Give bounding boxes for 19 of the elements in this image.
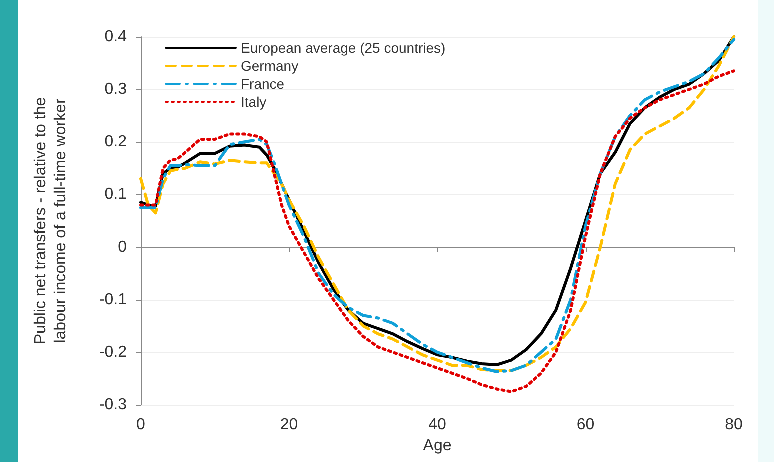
y-tick-label: 0.1 [104, 186, 128, 204]
x-tick-label: 40 [428, 416, 446, 434]
x-tick-label: 20 [280, 416, 298, 434]
y-tick-label: 0.2 [104, 134, 128, 151]
y-tick-label: 0 [118, 238, 128, 256]
y-axis-title: Public net transfers - relative to the labour income of a full-time worker [32, 97, 70, 345]
legend-label: European average (25 countries) [241, 40, 446, 56]
y-tick-label: -0.3 [99, 396, 128, 414]
x-tick-label: 0 [136, 416, 146, 434]
x-tick-label: 60 [576, 416, 595, 434]
y-tick-label: -0.1 [99, 291, 128, 308]
legend-label: Italy [241, 94, 267, 110]
x-tick-label: 80 [725, 416, 743, 434]
legend-label: Germany [241, 58, 299, 74]
y-tick-label: 0.3 [104, 81, 128, 98]
y-tick-label: -0.2 [99, 344, 128, 361]
y-tick-label: 0.4 [104, 28, 128, 46]
legend-label: France [241, 76, 285, 92]
x-axis-title: Age [423, 437, 452, 454]
